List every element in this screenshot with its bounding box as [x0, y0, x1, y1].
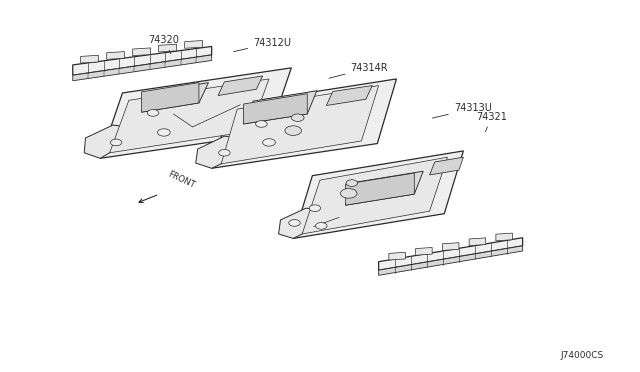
- Circle shape: [255, 121, 267, 127]
- Polygon shape: [218, 76, 262, 96]
- Polygon shape: [389, 252, 405, 260]
- Circle shape: [289, 219, 300, 226]
- Circle shape: [285, 126, 301, 135]
- Circle shape: [309, 205, 321, 211]
- Polygon shape: [379, 246, 523, 275]
- Circle shape: [340, 189, 357, 198]
- Polygon shape: [185, 41, 202, 48]
- Polygon shape: [141, 83, 209, 112]
- Polygon shape: [132, 48, 150, 56]
- Polygon shape: [81, 55, 99, 63]
- Text: 74314R: 74314R: [329, 63, 388, 78]
- Polygon shape: [429, 157, 463, 175]
- Circle shape: [157, 129, 170, 136]
- Circle shape: [316, 222, 327, 229]
- Polygon shape: [442, 243, 459, 250]
- Polygon shape: [293, 151, 463, 238]
- Polygon shape: [346, 171, 423, 205]
- Polygon shape: [159, 44, 177, 52]
- Polygon shape: [469, 238, 486, 246]
- Polygon shape: [278, 208, 319, 238]
- Polygon shape: [302, 157, 447, 234]
- Circle shape: [291, 114, 304, 121]
- Circle shape: [110, 139, 122, 146]
- Polygon shape: [496, 233, 513, 241]
- Polygon shape: [221, 86, 379, 164]
- Text: 74321: 74321: [476, 112, 507, 132]
- Text: 74313U: 74313U: [432, 103, 492, 118]
- Text: J74000CS: J74000CS: [560, 350, 604, 359]
- Polygon shape: [244, 91, 317, 124]
- Polygon shape: [73, 46, 212, 75]
- Circle shape: [219, 150, 230, 156]
- Polygon shape: [379, 238, 523, 270]
- Text: 74320: 74320: [148, 35, 179, 54]
- Polygon shape: [326, 86, 372, 106]
- Text: 74312U: 74312U: [234, 38, 291, 52]
- Polygon shape: [141, 83, 199, 112]
- Polygon shape: [100, 68, 291, 158]
- Polygon shape: [109, 79, 269, 153]
- Circle shape: [147, 110, 159, 116]
- Polygon shape: [212, 79, 396, 168]
- Polygon shape: [346, 173, 414, 205]
- Text: FRONT: FRONT: [166, 170, 196, 190]
- Polygon shape: [73, 55, 212, 81]
- Polygon shape: [244, 94, 307, 124]
- Polygon shape: [107, 52, 125, 60]
- Circle shape: [262, 139, 275, 146]
- Polygon shape: [415, 247, 432, 255]
- Circle shape: [346, 180, 358, 186]
- Polygon shape: [196, 136, 237, 168]
- Polygon shape: [84, 125, 129, 158]
